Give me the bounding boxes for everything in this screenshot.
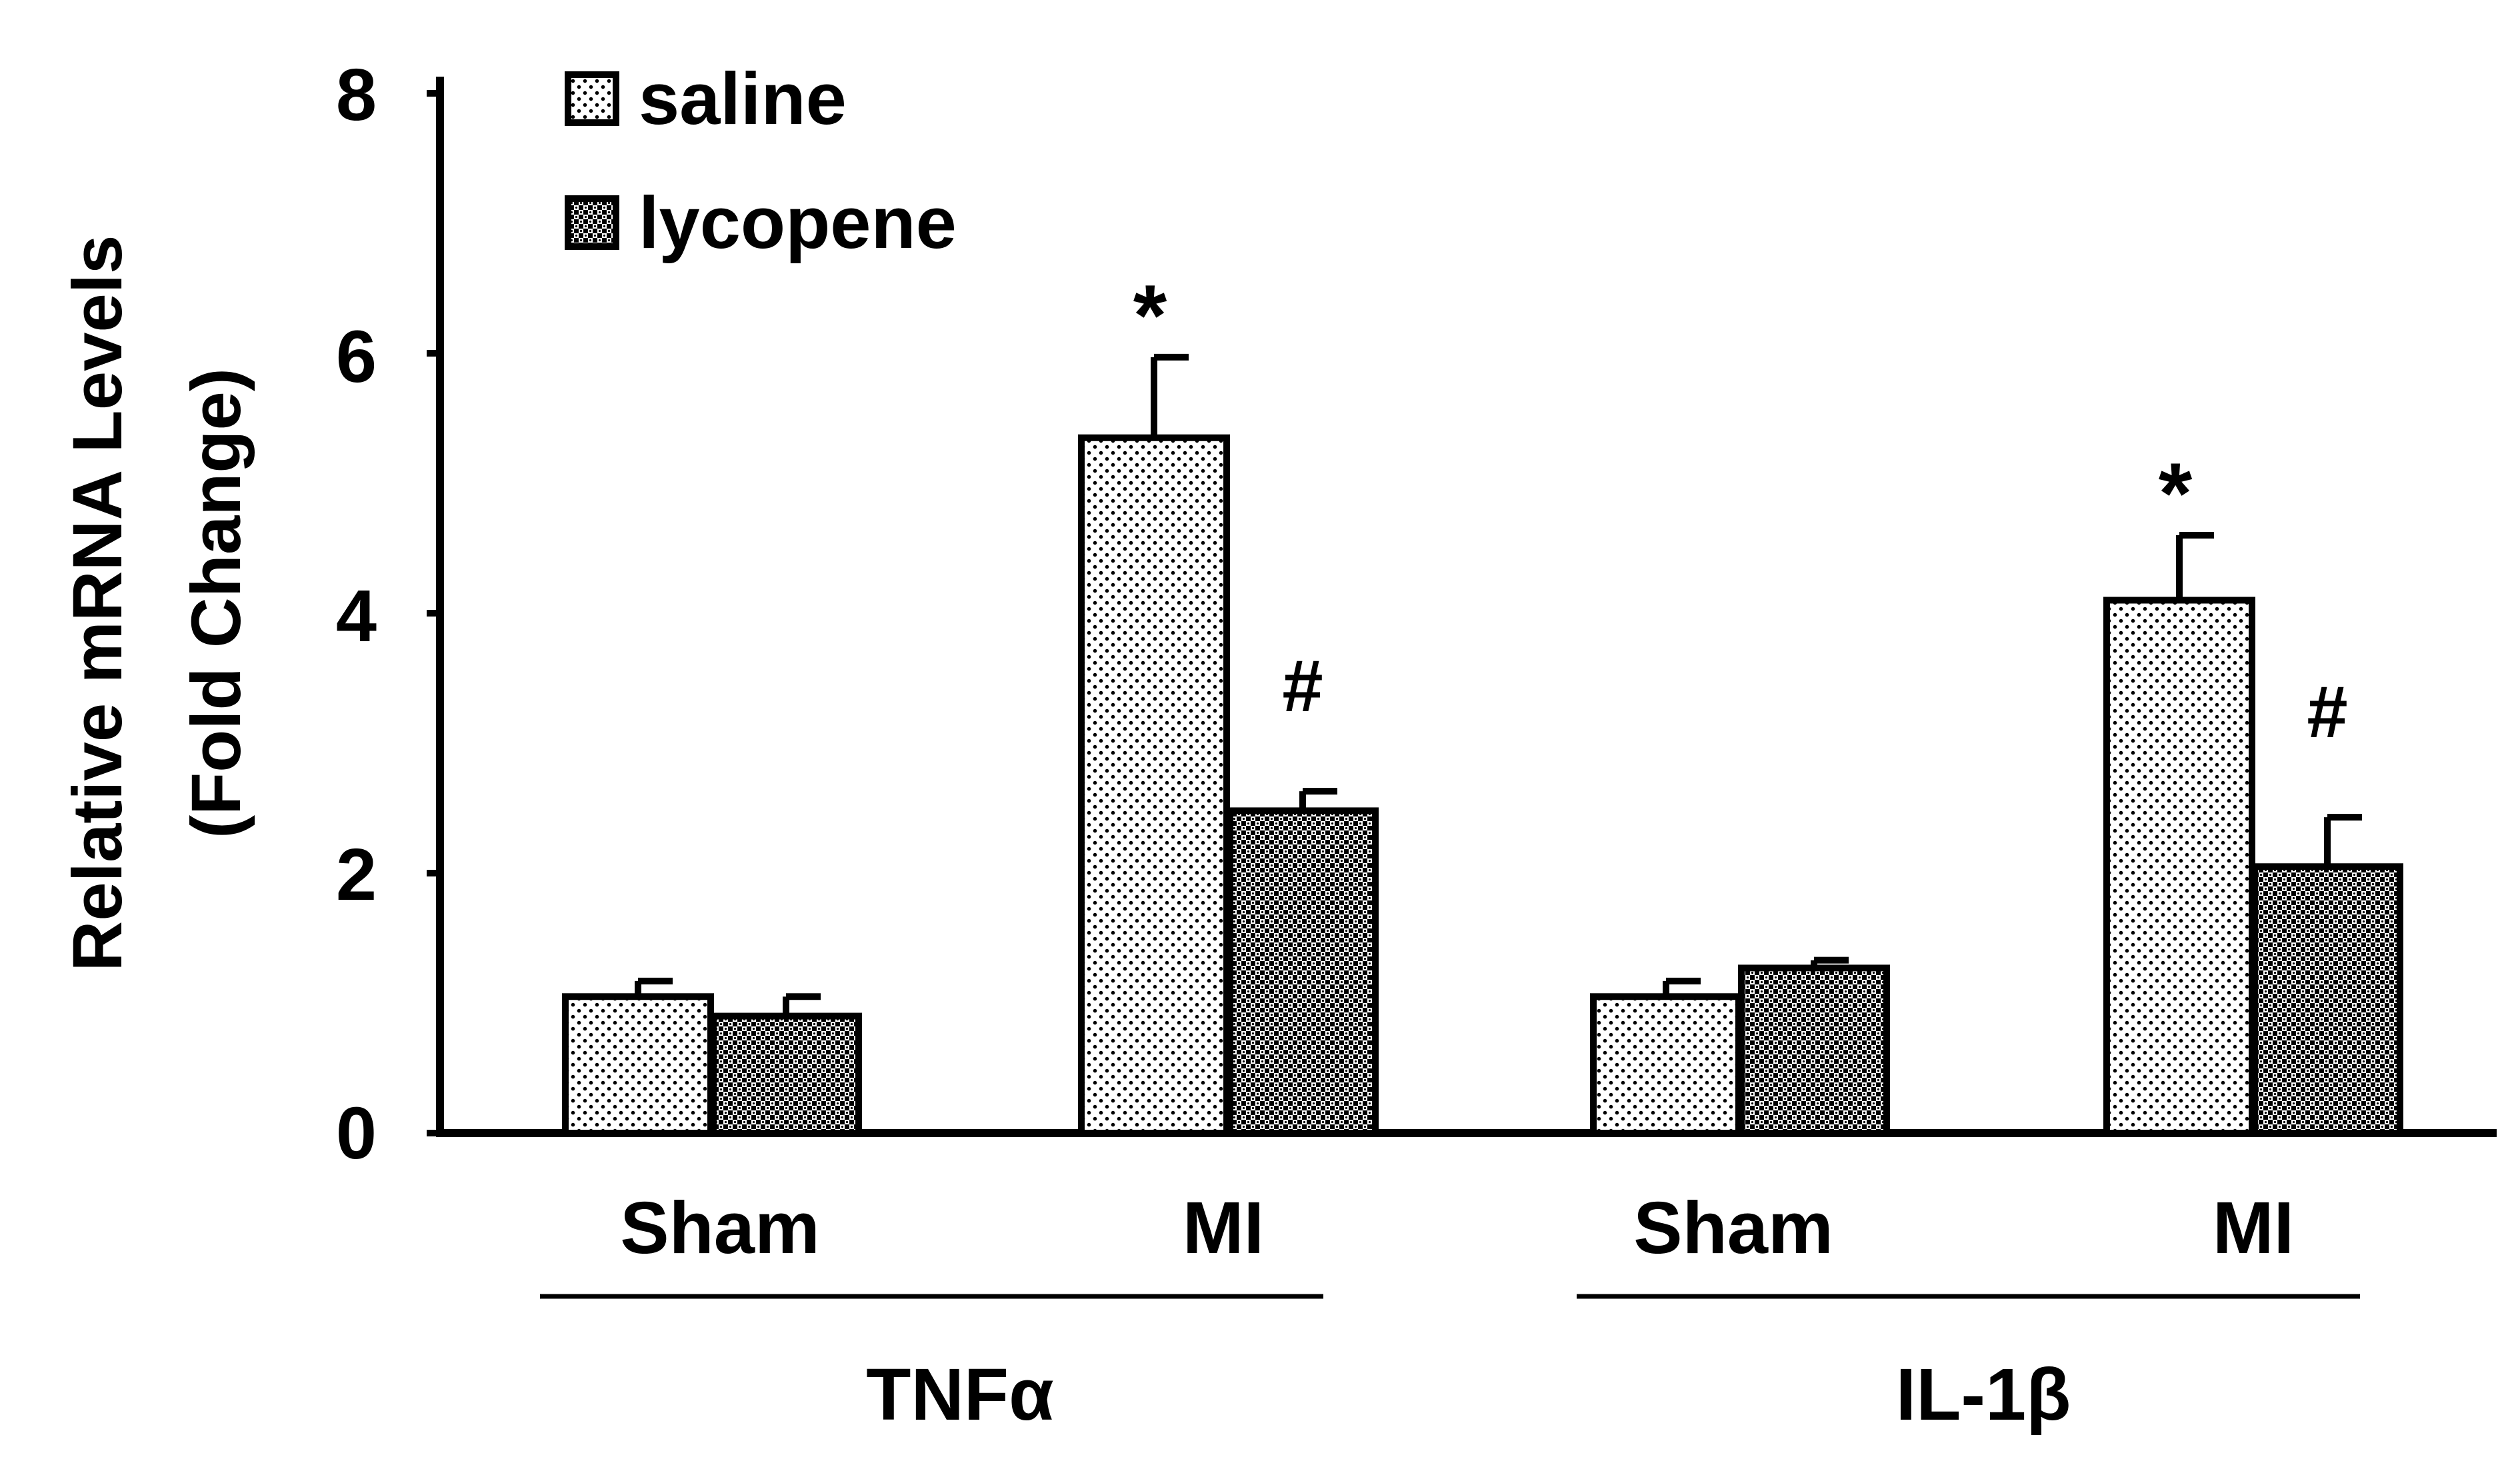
y-ticks: 0 2 4 6 8 <box>336 54 440 1174</box>
legend-swatch-saline <box>565 71 619 126</box>
legend-swatch-lycopene <box>565 195 619 250</box>
bar-lycopene-tnfa-sham <box>710 1012 862 1136</box>
category-label-tnfa-sham: Sham <box>620 1187 820 1269</box>
legend: saline lycopene <box>565 58 957 264</box>
y-axis-label-line-1: Relative mRNA Levels <box>59 235 137 972</box>
bar-saline-tnfa-sham <box>562 993 714 1136</box>
group-label-il1b: IL-1β <box>1896 1354 2071 1436</box>
y-tick-label-2: 2 <box>336 834 377 916</box>
significance-mark-lycopene-il1b-mi: # <box>2307 671 2347 753</box>
y-tick-label-4: 4 <box>336 575 377 657</box>
category-label-il1b-mi: MI <box>2213 1187 2294 1269</box>
category-label-il1b-sham: Sham <box>1633 1187 1833 1269</box>
bar-saline-il1b-sham <box>1590 993 1742 1136</box>
bars: * * # # <box>562 267 2403 1137</box>
group-label-tnfa: TNFα <box>866 1354 1053 1436</box>
y-tick-label-6: 6 <box>336 316 377 398</box>
bar-saline-tnfa-mi <box>1078 434 1230 1136</box>
significance-mark-lycopene-tnfa-mi: # <box>1282 645 1323 727</box>
bar-lycopene-il1b-sham <box>1738 964 1890 1136</box>
y-axis-label-line-2: (Fold Change) <box>177 368 255 838</box>
bar-lycopene-tnfa-mi <box>1227 807 1379 1137</box>
significance-mark-saline-tnfa-mi: * <box>1133 267 1167 364</box>
y-tick-label-0: 0 <box>336 1092 377 1174</box>
category-label-tnfa-mi: MI <box>1183 1187 1264 1269</box>
legend-label-saline: saline <box>639 58 847 140</box>
bar-saline-il1b-mi <box>2103 597 2255 1136</box>
bar-lycopene-il1b-mi <box>2251 863 2403 1136</box>
y-tick-label-8: 8 <box>336 54 377 136</box>
significance-mark-saline-il1b-mi: * <box>2159 445 2193 542</box>
legend-label-lycopene: lycopene <box>639 182 957 264</box>
